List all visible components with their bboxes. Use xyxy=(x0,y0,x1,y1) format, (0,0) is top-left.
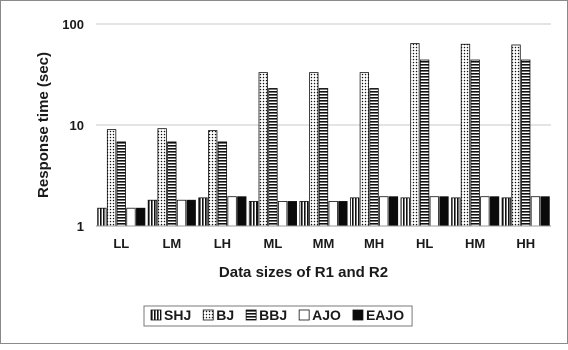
legend-swatch-shj xyxy=(150,309,162,321)
x-tick-label: LH xyxy=(214,236,231,251)
x-tick-label: MH xyxy=(364,236,384,251)
bar-bbj-hm xyxy=(470,59,480,227)
legend-label-bbj: BBJ xyxy=(259,307,287,323)
bar-bj-mm xyxy=(309,72,319,227)
x-tick-label: LM xyxy=(162,236,181,251)
bar-bbj-ml xyxy=(268,88,278,227)
bar-eajo-mm xyxy=(338,201,348,227)
bar-ajo-ml xyxy=(277,201,288,227)
bar-bbj-ll xyxy=(116,141,126,227)
x-tick-label: MM xyxy=(313,236,335,251)
bar-eajo-lm xyxy=(186,199,196,227)
x-tick-label: ML xyxy=(264,236,283,251)
bar-eajo-hl xyxy=(439,196,449,227)
bar-bbj-hh xyxy=(521,59,531,227)
bar-shj-ml xyxy=(248,201,259,227)
y-tick-label: 10 xyxy=(70,118,84,133)
bar-bbj-hl xyxy=(419,59,430,227)
bar-eajo-hh xyxy=(540,196,550,227)
bar-ajo-hl xyxy=(429,196,439,227)
bar-shj-mm xyxy=(299,201,309,227)
bar-eajo-lh xyxy=(237,196,247,227)
bar-eajo-mh xyxy=(388,196,399,227)
bar-ajo-hh xyxy=(530,196,541,227)
x-axis-title: Data sizes of R1 and R2 xyxy=(219,264,388,281)
bar-shj-lm xyxy=(147,199,158,227)
bar-bbj-lm xyxy=(167,141,177,227)
bar-ajo-lm xyxy=(176,199,187,227)
bar-shj-hh xyxy=(501,197,511,227)
bar-shj-hm xyxy=(451,197,461,227)
bar-ajo-hm xyxy=(480,196,490,227)
legend-label-shj: SHJ xyxy=(164,307,191,323)
bar-eajo-hm xyxy=(489,196,500,227)
bar-bj-hl xyxy=(410,43,420,227)
bar-eajo-ml xyxy=(287,201,297,227)
bar-bj-lm xyxy=(157,128,167,227)
x-tick-label: HH xyxy=(516,236,535,251)
bar-bj-ml xyxy=(258,72,268,227)
bar-eajo-ll xyxy=(136,207,146,227)
y-axis-title: Response time (sec) xyxy=(35,52,52,198)
bar-bj-mh xyxy=(359,72,370,227)
bar-bj-hh xyxy=(511,44,521,227)
bar-shj-hl xyxy=(400,197,410,227)
bar-shj-lh xyxy=(198,197,208,227)
bar-ajo-lh xyxy=(227,196,237,227)
bars xyxy=(97,43,550,227)
bar-bj-hm xyxy=(460,43,471,227)
x-tick-label: HL xyxy=(416,236,433,251)
axes: 1 10 100 LL LM LH ML MM MH HL HM HH xyxy=(62,17,551,251)
legend: SHJ BJ BBJ AJO EAJO xyxy=(143,305,413,327)
legend-swatch-ajo xyxy=(298,309,310,321)
bar-bbj-lh xyxy=(217,141,228,227)
y-tick-label: 100 xyxy=(62,17,84,32)
legend-label-bj: BJ xyxy=(216,307,234,323)
legend-label-eajo: EAJO xyxy=(366,307,404,323)
legend-swatch-bj xyxy=(202,309,214,321)
bar-ajo-ll xyxy=(126,207,136,227)
legend-swatch-bbj xyxy=(245,309,257,321)
x-tick-label: LL xyxy=(113,236,129,251)
bar-bbj-mh xyxy=(369,88,379,227)
bar-ajo-mh xyxy=(379,196,389,227)
bar-bbj-mm xyxy=(318,88,329,227)
y-tick-label: 1 xyxy=(77,219,84,234)
bar-bj-ll xyxy=(106,129,117,227)
legend-label-ajo: AJO xyxy=(312,307,341,323)
bar-shj-mh xyxy=(350,197,360,227)
bar-ajo-mm xyxy=(328,201,338,227)
bar-bj-lh xyxy=(208,130,218,227)
legend-swatch-eajo xyxy=(352,309,364,321)
x-tick-label: HM xyxy=(465,236,485,251)
bar-shj-ll xyxy=(97,207,107,227)
